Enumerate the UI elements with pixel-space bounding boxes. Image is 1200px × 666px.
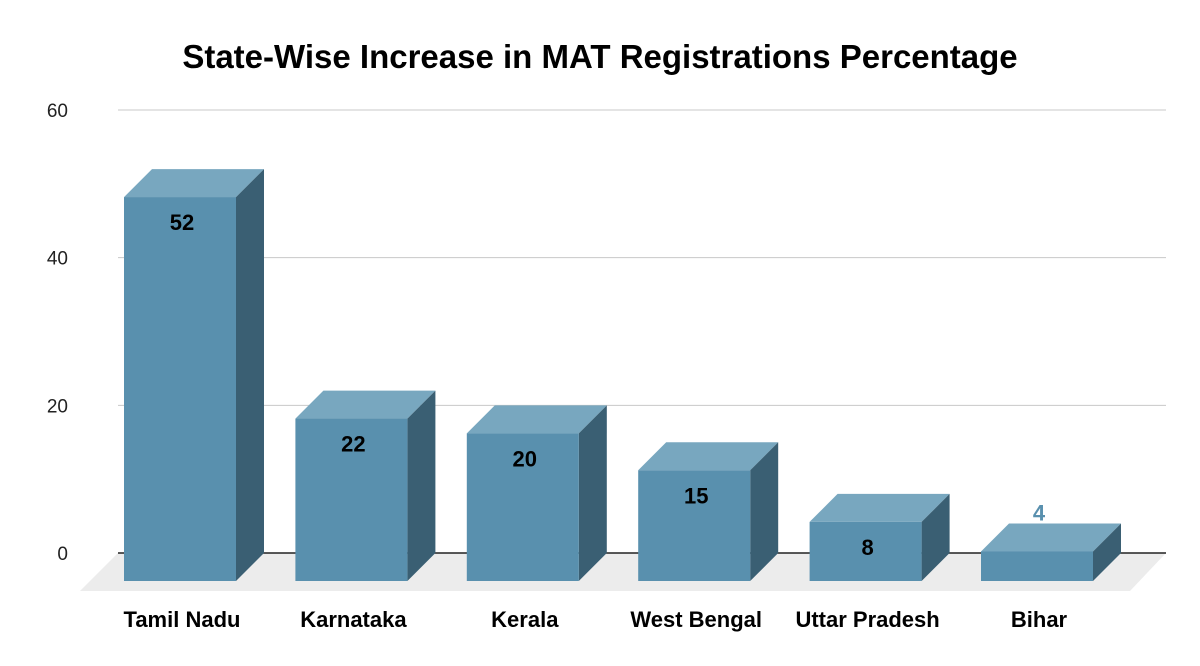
bar-west-bengal: 15 West Bengal xyxy=(630,442,779,632)
bar-top xyxy=(809,493,950,522)
data-label: 4 xyxy=(1033,500,1046,525)
bar-top xyxy=(981,523,1121,552)
bar-tamil-nadu: 52 Tamil Nadu xyxy=(124,169,264,632)
y-tick-label: 0 xyxy=(57,544,68,565)
bar-front xyxy=(981,551,1093,581)
bar-side xyxy=(236,169,264,582)
bar-front xyxy=(638,470,751,581)
bar-top xyxy=(124,169,264,198)
bar-side xyxy=(407,390,436,581)
bar-side xyxy=(578,405,607,581)
x-tick-label: Kerala xyxy=(491,607,559,632)
bar-front xyxy=(295,418,408,581)
data-label: 15 xyxy=(684,483,708,508)
bar-front xyxy=(124,197,236,582)
bar-top xyxy=(466,405,607,434)
x-tick-label: Uttar Pradesh xyxy=(795,607,939,632)
bar-side xyxy=(921,493,950,581)
y-tick-label: 20 xyxy=(47,396,68,417)
bar-front xyxy=(466,433,579,581)
data-label: 8 xyxy=(861,535,873,560)
bar-karnataka: 22 Karnataka xyxy=(295,390,436,632)
data-label: 52 xyxy=(170,210,194,235)
bar-uttar-pradesh: 8 Uttar Pradesh xyxy=(795,493,950,632)
bar-side xyxy=(750,442,779,581)
y-tick-label: 60 xyxy=(47,101,68,122)
chart-title: State-Wise Increase in MAT Registrations… xyxy=(182,38,1017,75)
bar-side xyxy=(1093,523,1121,581)
data-label: 22 xyxy=(341,432,365,457)
bar-top xyxy=(638,442,779,471)
x-tick-label: Bihar xyxy=(1011,607,1068,632)
bar-front xyxy=(809,521,922,581)
x-tick-label: Karnataka xyxy=(300,607,407,632)
x-tick-label: Tamil Nadu xyxy=(124,607,241,632)
y-tick-label: 40 xyxy=(47,249,68,270)
x-tick-label: West Bengal xyxy=(630,607,762,632)
data-label: 20 xyxy=(513,446,537,471)
bar-kerala: 20 Kerala xyxy=(466,405,607,632)
bar-bihar: 4 Bihar xyxy=(981,500,1121,632)
bar-top xyxy=(295,390,436,419)
